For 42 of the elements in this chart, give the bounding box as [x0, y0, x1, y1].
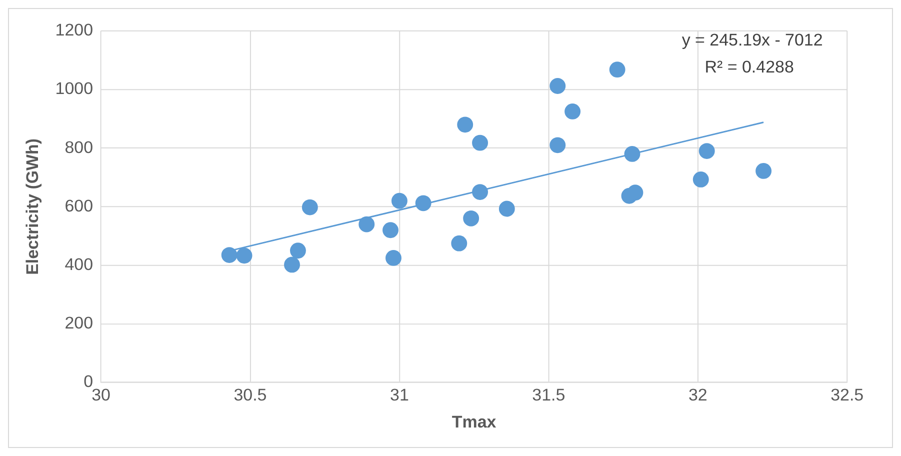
y-tick-label: 200: [64, 314, 94, 333]
point: [756, 162, 772, 179]
point: [290, 242, 306, 259]
point: [564, 104, 581, 120]
y-tick-label: 600: [64, 196, 94, 216]
point: [698, 143, 715, 159]
y-tick-label: 400: [64, 254, 94, 274]
y-tick-label: 1200: [55, 20, 94, 40]
point: [358, 216, 375, 232]
x-tick-label: 30.5: [234, 385, 267, 404]
annotation: R² = 0.4288: [704, 57, 794, 76]
point: [463, 210, 480, 226]
point: [382, 222, 398, 238]
point: [550, 78, 566, 94]
point: [415, 195, 432, 212]
point: [385, 250, 402, 266]
point: [236, 248, 252, 264]
y-tick-label: 1000: [55, 79, 94, 98]
point: [302, 199, 318, 216]
annotation: y = 245.19x - 7012: [682, 30, 823, 50]
point: [391, 192, 408, 209]
point: [498, 200, 515, 217]
point: [609, 62, 626, 78]
point: [692, 171, 709, 188]
x-tick-label: 32: [688, 385, 708, 404]
point: [624, 146, 640, 162]
y-axis-title: Electricity (GWh): [22, 138, 42, 275]
x-tick-label: 32.5: [830, 385, 864, 404]
y-tick-label: 800: [64, 138, 94, 157]
point: [457, 116, 474, 133]
point: [284, 256, 300, 273]
point: [451, 235, 468, 252]
x-tick-label: 31: [390, 385, 409, 404]
x-tick-label: 31.5: [532, 385, 566, 404]
point: [472, 184, 488, 200]
x-tick-label: 30: [92, 385, 110, 404]
point: [221, 247, 238, 264]
point: [627, 184, 644, 201]
point: [550, 137, 566, 154]
y-tick-label: 0: [84, 372, 94, 392]
point: [472, 134, 488, 151]
x-axis-title: Tmax: [452, 412, 497, 432]
